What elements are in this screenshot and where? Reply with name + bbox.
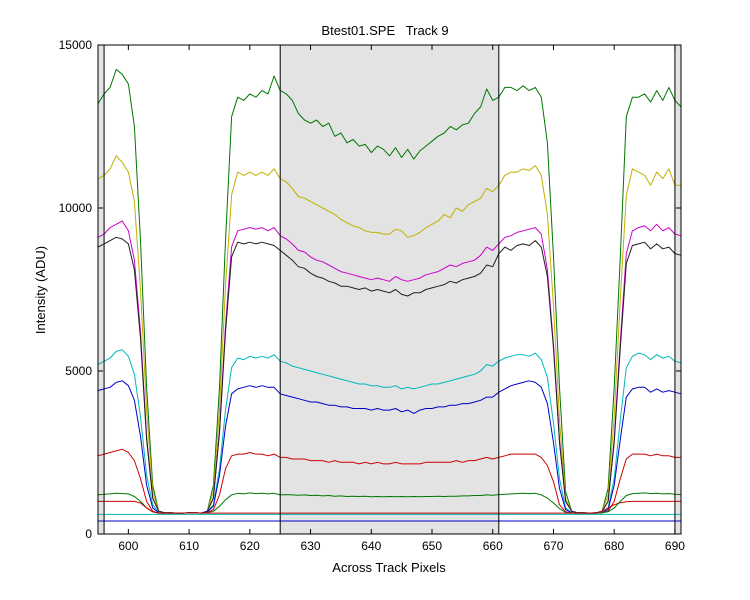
vertical-markers: [103, 45, 676, 534]
x-tick-label-610: 610: [179, 539, 199, 553]
x-tick-label-690: 690: [665, 539, 685, 553]
shaded-region-1: [674, 45, 681, 534]
x-tick-label-620: 620: [240, 539, 260, 553]
x-tick-label-670: 670: [543, 539, 563, 553]
x-tick-label-640: 640: [361, 539, 381, 553]
shaded-region-2: [280, 45, 499, 534]
shaded-region-0: [98, 45, 105, 534]
series-group: [97, 69, 682, 522]
y-tick-label-15000: 15000: [59, 38, 93, 52]
y-tick-label-0: 0: [85, 527, 92, 541]
chart-title: Btest01.SPE Track 9: [321, 23, 448, 38]
y-tick-label-10000: 10000: [59, 201, 93, 215]
series-line-9: [98, 500, 681, 514]
x-axis-label: Across Track Pixels: [332, 560, 446, 575]
plot-frame: [97, 44, 682, 535]
shaded-regions: [98, 45, 681, 534]
y-axis: 0 5000 10000 15000: [59, 38, 681, 541]
x-axis: 600 610 620 630 640 650 660 670 680 690: [118, 45, 685, 553]
x-tick-label-650: 650: [422, 539, 442, 553]
y-tick-label-5000: 5000: [65, 364, 92, 378]
x-tick-label-600: 600: [118, 539, 138, 553]
x-tick-label-680: 680: [604, 539, 624, 553]
y-axis-label: Intensity (ADU): [33, 246, 48, 334]
x-tick-label-660: 660: [483, 539, 503, 553]
x-tick-label-630: 630: [301, 539, 321, 553]
